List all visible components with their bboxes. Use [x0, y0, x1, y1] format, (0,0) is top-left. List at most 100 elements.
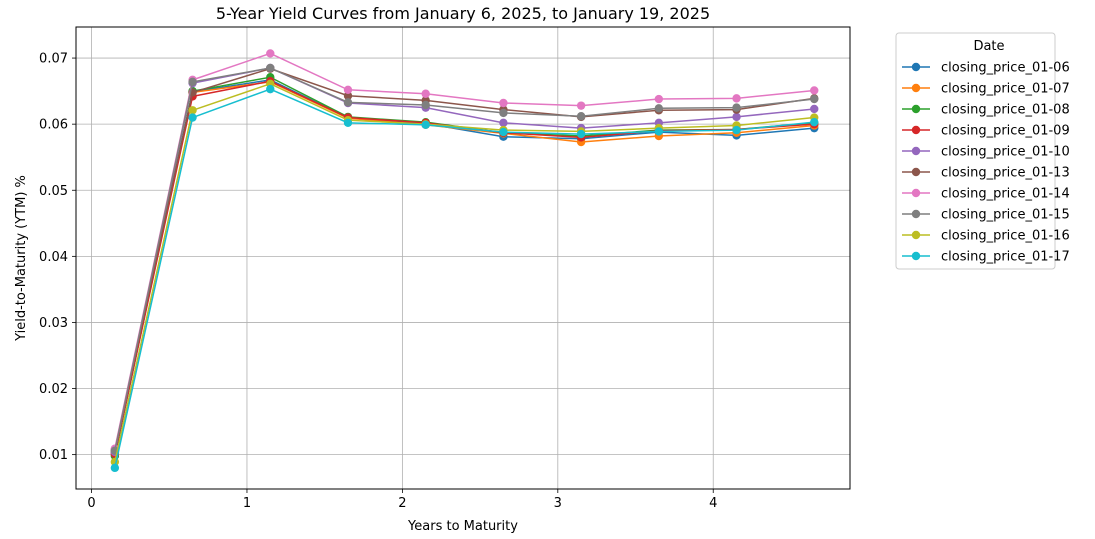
legend-marker	[911, 83, 921, 93]
data-point	[810, 86, 819, 95]
data-point	[343, 118, 353, 128]
data-point	[421, 89, 430, 98]
legend-marker	[911, 62, 921, 72]
x-axis: 0 1 2 3 4	[87, 489, 717, 511]
legend-item: closing_price_01-14	[902, 187, 1070, 202]
legend-item: closing_price_01-15	[902, 208, 1070, 223]
series-layer	[110, 49, 819, 473]
legend-item: closing_price_01-09	[902, 124, 1070, 139]
series-line	[114, 52, 815, 449]
data-point	[266, 84, 275, 94]
data-point	[266, 49, 275, 58]
series-line	[114, 67, 815, 451]
data-point	[499, 118, 508, 128]
legend-marker	[911, 251, 921, 261]
legend-label: closing_price_01-13	[941, 166, 1070, 181]
y-tick-label: 0.06	[39, 118, 68, 133]
legend-item: closing_price_01-10	[902, 145, 1070, 160]
legend-label: closing_price_01-17	[941, 250, 1070, 265]
series-line	[114, 81, 815, 452]
data-point	[110, 463, 120, 473]
data-point	[576, 101, 586, 110]
series-line	[114, 67, 815, 451]
legend-label: closing_price_01-10	[941, 145, 1070, 160]
data-point	[343, 98, 353, 107]
legend-label: closing_price_01-14	[941, 187, 1070, 202]
y-tick-label: 0.03	[39, 316, 68, 331]
y-tick-label: 0.04	[39, 250, 68, 265]
x-tick-label: 0	[87, 496, 95, 511]
data-point	[576, 112, 586, 121]
y-tick-label: 0.07	[39, 52, 68, 67]
x-tick-label: 2	[398, 496, 406, 511]
legend-item: closing_price_01-06	[902, 61, 1070, 76]
data-point	[499, 108, 508, 118]
data-point	[654, 104, 664, 113]
x-tick-label: 1	[243, 496, 251, 511]
series-line	[114, 67, 815, 453]
x-tick-label: 4	[709, 496, 717, 511]
chart-title: 5-Year Yield Curves from January 6, 2025…	[216, 4, 710, 23]
data-point	[576, 129, 586, 139]
data-point	[188, 106, 197, 115]
series-closing_price_01-13	[110, 64, 819, 455]
series-line	[114, 83, 815, 463]
legend-label: closing_price_01-16	[941, 229, 1070, 244]
legend-item: closing_price_01-08	[902, 103, 1070, 118]
legend-item: closing_price_01-13	[902, 166, 1070, 181]
legend-marker	[911, 125, 921, 135]
data-point	[343, 91, 353, 100]
data-point	[810, 94, 819, 104]
data-point	[810, 104, 819, 114]
series-closing_price_01-14	[110, 49, 819, 453]
legend-marker	[911, 146, 921, 156]
series-closing_price_01-16	[110, 79, 819, 467]
data-point	[343, 85, 353, 94]
legend-item: closing_price_01-16	[902, 229, 1070, 244]
legend-item: closing_price_01-17	[902, 250, 1070, 265]
legend-label: closing_price_01-08	[941, 103, 1070, 118]
data-point	[654, 127, 664, 136]
data-point	[732, 125, 741, 135]
series-closing_price_01-07	[110, 77, 819, 456]
data-point	[421, 100, 430, 110]
series-line	[114, 79, 815, 453]
plot-frame	[75, 26, 851, 490]
x-axis-label: Years to Maturity	[407, 519, 518, 534]
legend-label: closing_price_01-07	[941, 82, 1070, 97]
data-point	[732, 103, 741, 112]
legend-title: Date	[973, 39, 1004, 54]
legend-label: closing_price_01-15	[941, 208, 1070, 223]
data-point	[732, 112, 741, 122]
data-point	[188, 113, 197, 122]
legend-marker	[911, 188, 921, 198]
data-point	[654, 94, 664, 104]
series-closing_price_01-15	[110, 63, 819, 455]
y-tick-label: 0.01	[39, 448, 68, 463]
legend-marker	[911, 230, 921, 240]
series-line	[114, 88, 815, 469]
data-point	[499, 98, 508, 108]
series-closing_price_01-06	[110, 75, 819, 457]
legend-box	[895, 32, 1056, 270]
data-point	[499, 127, 508, 137]
x-tick-label: 3	[554, 496, 562, 511]
series-line	[114, 80, 815, 455]
data-point	[421, 120, 430, 130]
legend-marker	[911, 209, 921, 219]
legend-item: closing_price_01-07	[902, 82, 1070, 97]
series-closing_price_01-10	[110, 63, 819, 457]
y-axis-label: Yield-to-Maturity (YTM) %	[14, 175, 29, 342]
y-tick-label: 0.02	[39, 382, 68, 397]
y-tick-label: 0.05	[39, 184, 68, 199]
data-point	[266, 63, 275, 73]
legend-marker	[911, 104, 921, 114]
y-axis: 0.01 0.02 0.03 0.04 0.05 0.06 0.07	[39, 52, 76, 463]
data-point	[188, 77, 197, 87]
legend: Date closing_price_01-06 closing_price_01…	[895, 32, 1070, 270]
series-closing_price_01-17	[110, 84, 819, 473]
data-point	[810, 117, 819, 127]
legend-marker	[911, 167, 921, 177]
legend-label: closing_price_01-06	[941, 61, 1070, 76]
